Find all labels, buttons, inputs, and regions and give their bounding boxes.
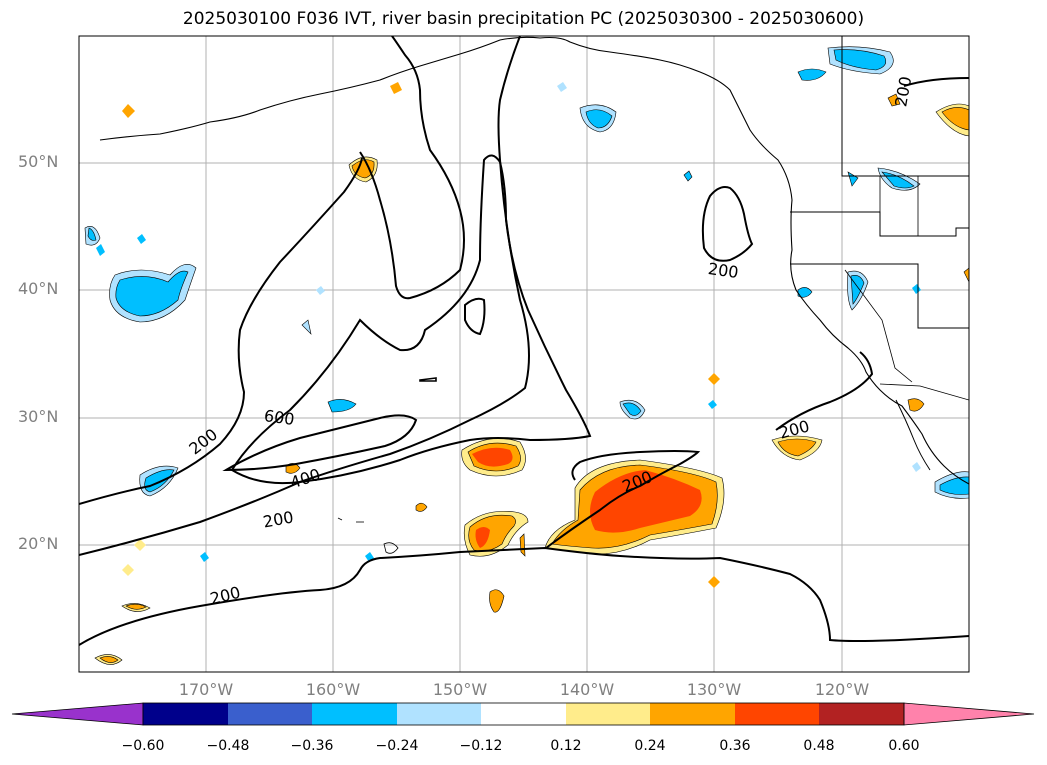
lon-label-150w: 150°W xyxy=(432,680,488,699)
colorbar-tick: 0.24 xyxy=(634,738,666,754)
coastlines xyxy=(99,36,969,554)
colorbar-tick: −0.48 xyxy=(206,738,250,754)
ivt-contours xyxy=(79,36,969,646)
colorbar-tick: 0.60 xyxy=(888,738,920,754)
lat-label-20n: 20°N xyxy=(18,534,59,553)
lon-label-120w: 120°W xyxy=(814,680,870,699)
negative-precip-areas xyxy=(84,46,969,562)
lon-label-140w: 140°W xyxy=(559,680,615,699)
colorbar-tick: 0.12 xyxy=(550,738,582,754)
map-area xyxy=(79,36,969,672)
colorbar-bin xyxy=(312,703,397,725)
colorbar-left-arrow xyxy=(11,702,144,726)
contour-label: 200 xyxy=(706,258,740,283)
colorbar-tick: −0.60 xyxy=(121,738,165,754)
lat-label-30n: 30°N xyxy=(18,407,59,426)
lon-label-170w: 170°W xyxy=(178,680,234,699)
lat-label-40n: 40°N xyxy=(18,279,59,298)
colorbar-bin xyxy=(650,703,735,725)
positive-precip-areas xyxy=(94,82,969,665)
colorbar-tick: −0.12 xyxy=(459,738,503,754)
colorbar-bin xyxy=(819,703,904,725)
colorbar-right-arrow xyxy=(903,702,1035,726)
colorbar-tick: −0.36 xyxy=(290,738,334,754)
colorbar-tick: 0.48 xyxy=(803,738,835,754)
colorbar-bin xyxy=(481,703,566,725)
colorbar-bin xyxy=(143,703,228,725)
colorbar-bin xyxy=(735,703,819,725)
lon-label-130w: 130°W xyxy=(686,680,742,699)
contour-label: 600 xyxy=(262,405,296,430)
colorbar-bin xyxy=(566,703,650,725)
map-title: 2025030100 F036 IVT, river basin precipi… xyxy=(182,9,865,29)
colorbar-bin xyxy=(228,703,312,725)
colorbar xyxy=(11,702,1035,726)
gridlines xyxy=(79,36,969,672)
colorbar-tick: −0.24 xyxy=(375,738,419,754)
colorbar-bin xyxy=(397,703,481,725)
lat-label-50n: 50°N xyxy=(18,152,59,171)
colorbar-tick: 0.36 xyxy=(719,738,751,754)
lon-label-160w: 160°W xyxy=(305,680,361,699)
map-frame xyxy=(78,35,970,673)
